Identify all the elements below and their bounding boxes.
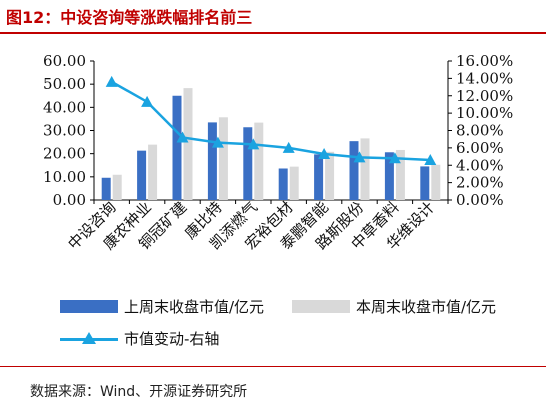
bar-current-6 — [278, 168, 288, 200]
y-right-tick-label: 10.00% — [456, 104, 513, 122]
line-point-6 — [282, 141, 295, 153]
y-left-tick-label: 60.00 — [43, 52, 86, 70]
bar-last-7 — [325, 151, 335, 200]
bar-last-10 — [431, 164, 441, 200]
legend-item-current: 上周末收盘市值/亿元 — [60, 296, 264, 317]
bar-current-2 — [137, 150, 147, 200]
line-point-9 — [388, 152, 401, 164]
bar-current-10 — [420, 166, 430, 200]
bar-current-1 — [101, 177, 111, 200]
legend-swatch-last — [292, 300, 350, 313]
bar-current-7 — [314, 154, 324, 200]
source-divider — [0, 366, 546, 367]
legend-item-change: 市值变动-右轴 — [60, 328, 219, 349]
legend-label-change: 市值变动-右轴 — [124, 330, 220, 348]
line-point-8 — [353, 151, 366, 163]
line-point-4 — [211, 136, 224, 148]
line-point-7 — [318, 147, 331, 159]
source-note: 数据来源：Wind、开源证券研究所 — [30, 384, 248, 400]
bar-last-3 — [183, 88, 193, 200]
legend-swatch-change — [60, 331, 118, 346]
bar-current-8 — [349, 141, 359, 200]
y-left-tick-label: 50.00 — [43, 75, 86, 93]
y-left-tick-label: 0.00 — [53, 191, 86, 209]
y-right-tick-label: 6.00% — [456, 139, 504, 157]
legend-label-current: 上周末收盘市值/亿元 — [124, 298, 265, 316]
line-point-1 — [105, 75, 118, 87]
line-point-2 — [141, 95, 154, 107]
chart-plot: 0.00 10.00 20.00 30.00 40.00 50.00 60.00 0.00%2… — [43, 52, 513, 253]
line-change — [111, 80, 431, 162]
legend-label-last: 本周末收盘市值/亿元 — [356, 298, 497, 316]
title-divider — [0, 32, 546, 34]
y-left-tick-label: 10.00 — [43, 168, 86, 186]
y-right-tick-label: 8.00% — [456, 122, 504, 140]
bar-last-1 — [112, 174, 122, 200]
legend-item-last: 本周末收盘市值/亿元 — [292, 296, 496, 317]
bar-last-5 — [254, 122, 264, 200]
y-right-tick-label: 12.00% — [456, 87, 513, 105]
bar-current-5 — [243, 127, 253, 200]
bar-last-4 — [218, 117, 228, 200]
y-right-tick-label: 4.00% — [456, 156, 504, 174]
y-right-tick-label: 2.00% — [456, 174, 504, 192]
y-left-tick-label: 40.00 — [43, 98, 86, 116]
legend-swatch-current — [60, 300, 118, 313]
bar-current-9 — [384, 152, 394, 200]
y-left-tick-label: 20.00 — [43, 145, 86, 163]
bar-last-6 — [289, 166, 299, 200]
line-point-10 — [424, 154, 437, 166]
y-left-tick-label: 30.00 — [43, 122, 86, 140]
line-point-5 — [247, 138, 260, 150]
bar-last-9 — [395, 149, 405, 200]
y-right-tick-label: 0.00% — [456, 191, 504, 209]
y-right-tick-label: 14.00% — [456, 69, 513, 87]
bar-last-8 — [360, 138, 370, 200]
line-point-3 — [176, 131, 189, 143]
bar-last-2 — [148, 144, 158, 200]
y-right-tick-label: 16.00% — [456, 52, 513, 70]
bar-current-3 — [172, 95, 182, 200]
bar-current-4 — [207, 122, 217, 200]
chart-title: 图12：中设咨询等涨跌幅排名前三 — [6, 8, 253, 27]
